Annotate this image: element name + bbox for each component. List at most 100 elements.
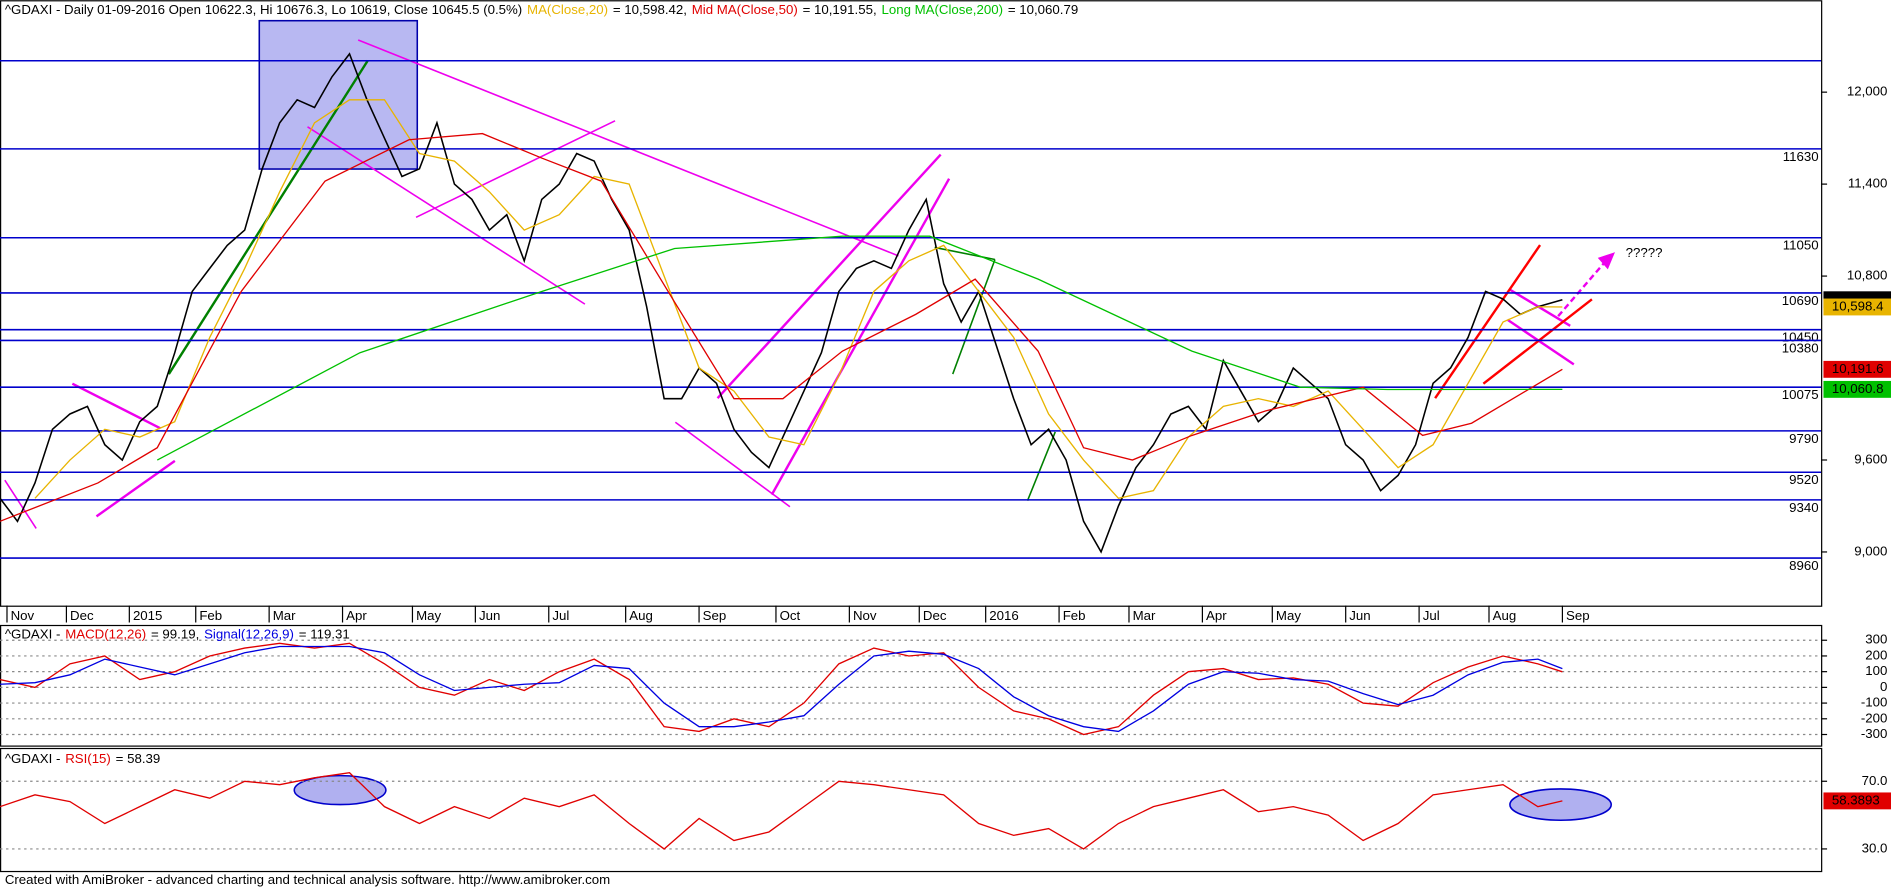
trend-line [1482,298,1593,385]
x-tick-label: Jun [479,608,500,623]
x-tick-label: Mar [273,608,296,623]
footer: Created with AmiBroker - advanced charti… [5,872,610,887]
y-tick-label: 9,000 [1854,543,1887,558]
legend-name: RSI(15) [65,750,111,765]
x-tick-label: Jul [552,608,569,623]
series-line [34,99,1563,499]
y-tick-label: -200 [1861,710,1888,725]
series-line [0,52,1563,554]
trend-line [952,259,996,375]
annotation: ????? [1626,245,1663,260]
x-tick-label: Jul [1423,608,1440,623]
highlight-ellipse [293,774,387,806]
trend-line [95,459,176,518]
level-label: 8960 [1789,558,1818,573]
legend-name: MA(Close,20) [527,1,608,16]
highlight-box [258,19,419,170]
x-tick-label: Nov [11,608,35,623]
series-line [0,772,1563,850]
y-tick-label: -300 [1861,726,1888,741]
level-label: 11050 [1783,238,1819,253]
panel-title: ^GDAXI - MACD(12,26) = 99.19, Signal(12,26,… [5,626,350,641]
x-tick-label: May [416,608,441,623]
legend-value: = 58.39 [116,750,161,765]
trend-line [71,382,161,430]
y-tick-label: -100 [1861,695,1888,710]
trend-line [1509,288,1571,327]
panel-title: ^GDAXI - RSI(15) = 58.39 [5,750,160,765]
series-line [0,645,1563,733]
series-line [156,235,1563,461]
price-panel-frame [0,0,1823,607]
level-label: 11630 [1783,149,1819,164]
legend-value: = 99.19, [151,626,199,641]
trend-line [674,421,791,508]
x-tick-label: Dec [70,608,94,623]
level-label: 10690 [1782,293,1819,308]
macd-panel-frame [0,624,1823,747]
y-tick-label: 100 [1865,663,1887,678]
title-text: ^GDAXI - [5,750,61,765]
last-value-label: 10,191.6 [1832,361,1884,376]
x-tick-label: Mar [1133,608,1156,623]
y-tick-label: 9,600 [1854,451,1887,466]
last-value-label: 10,060.8 [1832,381,1884,396]
y-tick-label: 300 [1865,632,1887,647]
last-value-box [1823,360,1891,378]
rsi-panel-frame [0,747,1823,873]
x-tick-label: Aug [629,608,653,623]
projection-arrow [1557,262,1605,317]
y-tick-label: 200 [1865,647,1887,662]
trend-line [716,153,942,399]
arrow-head [1597,252,1616,270]
level-label: 9790 [1789,431,1818,446]
highlight-ellipse [1509,788,1612,822]
series-line [0,132,1563,522]
y-tick-label: 12,000 [1847,84,1888,99]
legend-value: = 10,060.79 [1008,1,1078,16]
last-value-label: 10,598.4 [1832,298,1884,313]
x-tick-label: Feb [199,608,222,623]
legend-value: = 119.31 [299,626,350,641]
x-tick-label: Sep [703,608,727,623]
title-text: ^GDAXI - Daily 01-09-2016 Open 10622.3, … [5,1,522,16]
trend-line [415,120,616,218]
x-tick-label: Jun [1349,608,1370,623]
y-tick-label: 0 [1880,679,1887,694]
x-tick-label: Oct [780,608,801,623]
level-label: 10380 [1782,340,1819,355]
x-tick-label: Feb [1063,608,1086,623]
panel-title: ^GDAXI - Daily 01-09-2016 Open 10622.3, … [5,1,1078,16]
x-tick-label: Nov [853,608,877,623]
level-label: 10075 [1782,387,1819,402]
y-tick-label: 70.0 [1862,773,1888,788]
last-value-box [1823,298,1891,316]
x-tick-label: Dec [923,608,947,623]
x-tick-label: May [1276,608,1301,623]
legend-name: Mid MA(Close,50) [692,1,798,16]
x-tick-label: 2016 [989,608,1018,623]
y-tick-label: 30.0 [1862,840,1888,855]
x-tick-label: 2015 [133,608,162,623]
y-tick-label: 11,400 [1848,176,1888,191]
drawings [4,19,1616,822]
title-text: ^GDAXI - [5,626,61,641]
trend-line [307,126,586,305]
last-value-box [1823,792,1891,810]
trend-line [4,479,37,529]
trend-line [357,39,899,257]
y-tick-label: 10,800 [1847,268,1888,283]
trend-line [1026,431,1056,501]
last-value-label: 58.3893 [1832,792,1880,807]
x-tick-label: Aug [1493,608,1517,623]
series-line [0,642,1563,736]
legend-value: = 10,598.42, [613,1,687,16]
legend-name: Long MA(Close,200) [881,1,1003,16]
x-tick-label: Apr [1206,608,1227,623]
level-label: 9520 [1789,472,1818,487]
level-label: 9340 [1789,500,1818,515]
legend-name: MACD(12,26) [65,626,146,641]
trend-line [1434,244,1542,399]
